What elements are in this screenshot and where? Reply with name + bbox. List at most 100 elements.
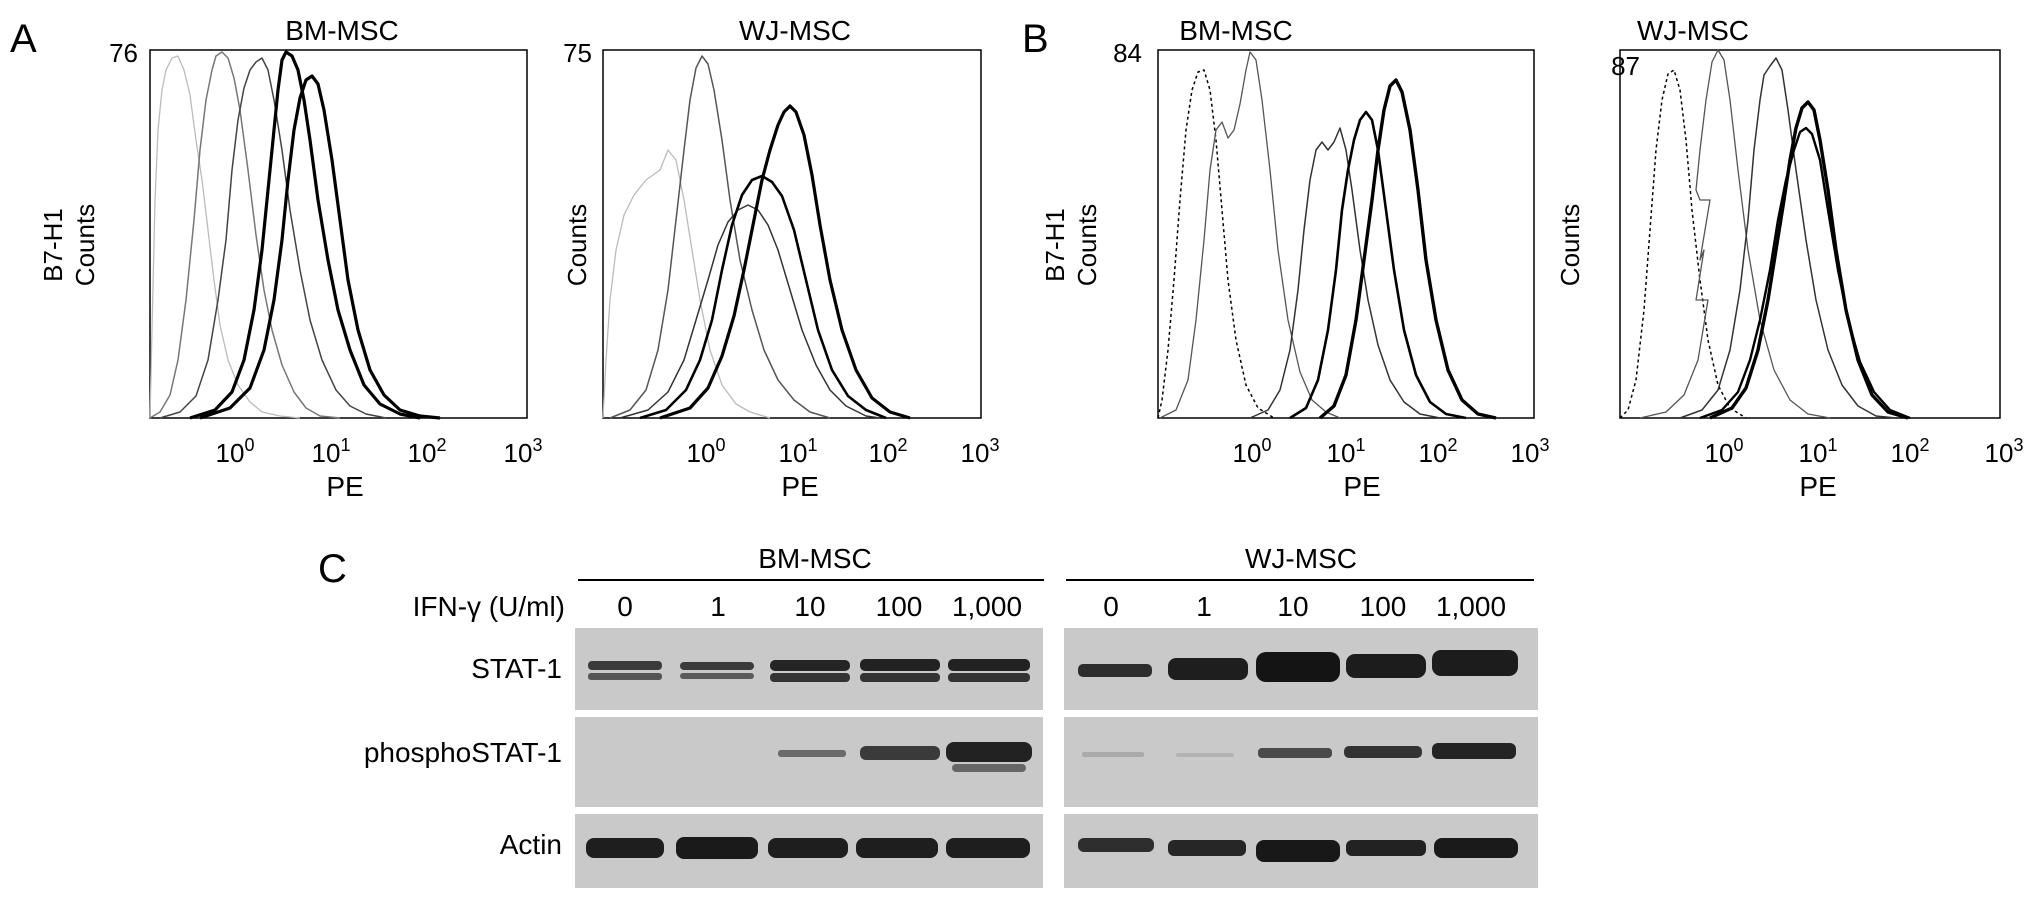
y-axis-label-line1: B7-H1 [1040,208,1070,282]
histogram-isotype [149,55,301,419]
histogram-dose-10 [1679,57,1897,419]
histogram-isotype [1157,69,1275,419]
y-axis-label-line2: Counts [1072,204,1102,286]
band [946,838,1030,858]
histogram-dose-1000 [199,74,441,420]
histogram-isotype [1619,69,1747,419]
band [676,837,758,859]
dose-label: 1 [1196,591,1212,622]
plot-frame [1619,49,2001,419]
x-axis-label: PE [1343,471,1380,502]
band [948,673,1030,682]
dose-label: 1 [710,591,726,622]
band [770,660,850,671]
x-tick-1e3: 103 [1511,435,1550,468]
x-tick-labels: 100 101 102 103 [216,435,543,468]
panel-b-bm-plot: BM-MSC 84 B7-H1 Counts 100 101 102 103 P… [1040,15,1549,502]
band [778,750,846,757]
histogram-dose-10 [1249,127,1441,419]
histogram-dose-1000 [1318,78,1497,420]
histograms [149,50,441,420]
x-tick-1e0: 100 [1233,435,1272,468]
band [1176,753,1234,757]
panel-a-wj-plot: WJ-MSC 75 Counts 100 101 102 103 PE [562,15,999,502]
plot-title: WJ-MSC [739,15,851,46]
band [860,673,940,682]
histogram-dose-1000 [659,104,911,420]
x-tick-1e0: 100 [216,435,255,468]
plot-title: BM-MSC [285,15,399,46]
dose-label: 100 [876,591,923,622]
group-label-bm: BM-MSC [758,543,872,574]
x-tick-1e1: 101 [1327,435,1366,468]
row-label-phospho-stat1: phosphoSTAT-1 [364,737,562,768]
x-tick-1e0: 100 [687,435,726,468]
plot-frame [602,49,982,419]
x-tick-1e0: 100 [1705,435,1744,468]
band [1432,743,1516,759]
histogram-dose-10 [619,204,881,419]
band [1078,838,1154,852]
dose-label: 0 [617,591,633,622]
band [588,661,662,670]
dose-label: 1,000 [1436,591,1506,622]
dose-labels-wj: 0 1 10 100 1,000 [1103,591,1506,622]
panel-b-wj-plot: WJ-MSC 87 Counts 100 101 102 103 PE [1555,15,2023,502]
band [768,838,848,858]
bands-actin [586,837,1518,862]
band [588,673,662,680]
band [1434,838,1518,858]
y-axis-label-line2: Counts [70,204,100,286]
band [1346,654,1426,678]
band [1258,748,1332,758]
plot-frame [1157,49,1535,419]
band [856,838,938,858]
dose-label: 1,000 [952,591,1022,622]
blot-phospho-wj [1064,717,1538,807]
y-max-label: 84 [1113,38,1142,68]
bands-phospho-stat1 [778,742,1516,772]
band [952,764,1026,772]
x-tick-1e1: 101 [312,435,351,468]
panel-c-letter: C [318,547,347,591]
band [946,742,1032,762]
histogram-dose-1 [149,51,341,419]
y-axis-label: Counts [562,204,592,286]
band [1256,840,1340,862]
band [1168,658,1248,680]
band [1168,840,1246,856]
y-max-label: 75 [563,38,592,68]
histogram-dose-1000 [1709,100,1909,420]
histogram-dose-1 [609,55,831,419]
x-tick-1e3: 103 [504,435,543,468]
histogram-dose-100 [189,50,421,420]
x-axis-label: PE [1799,471,1836,502]
panel-a-bm-plot: BM-MSC 76 B7-H1 Counts 100 101 102 103 P… [38,15,542,502]
band [948,659,1030,671]
x-axis-label: PE [326,471,363,502]
dose-labels-bm: 0 1 10 100 1,000 [617,591,1022,622]
x-tick-1e1: 101 [1799,435,1838,468]
band [586,838,664,858]
band [1082,752,1144,757]
y-axis-label-line1: B7-H1 [38,208,68,282]
y-axis-label: Counts [1555,204,1585,286]
band [1344,746,1422,758]
panel-a-letter: A [10,17,37,61]
group-label-wj: WJ-MSC [1245,543,1357,574]
histograms [1157,51,1497,420]
x-tick-1e3: 103 [1985,435,2024,468]
band [1346,840,1426,856]
histogram-dose-100 [1699,126,1911,420]
band [860,746,940,760]
x-tick-1e1: 101 [779,435,818,468]
x-tick-1e2: 102 [408,435,447,468]
histograms [1619,49,1911,420]
histogram-dose-1 [1639,49,1831,419]
x-tick-1e3: 103 [961,435,1000,468]
y-max-label: 87 [1611,51,1640,81]
band [680,673,754,679]
y-max-label: 76 [109,38,138,68]
histogram-isotype [602,149,771,419]
plot-title: BM-MSC [1179,15,1293,46]
